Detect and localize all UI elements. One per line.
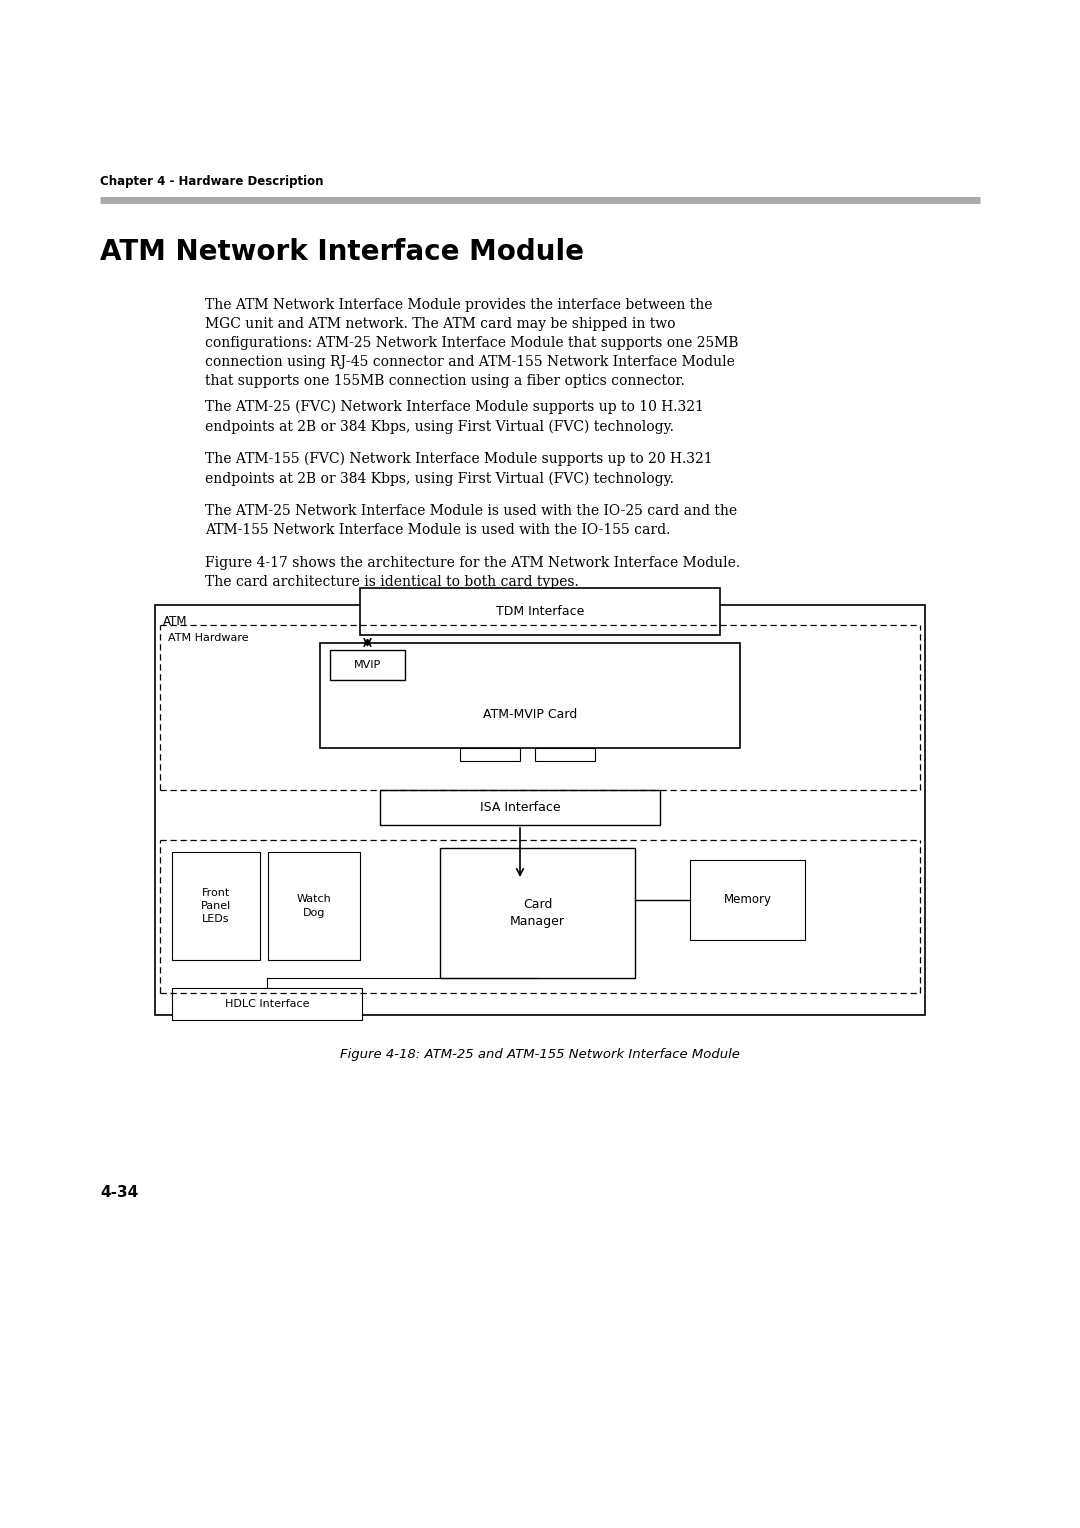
- Text: Chapter 4 - Hardware Description: Chapter 4 - Hardware Description: [100, 176, 324, 188]
- Text: The ATM-155 (FVC) Network Interface Module supports up to 20 H.321
endpoints at : The ATM-155 (FVC) Network Interface Modu…: [205, 452, 713, 486]
- Text: The ATM-25 Network Interface Module is used with the IO-25 card and the
ATM-155 : The ATM-25 Network Interface Module is u…: [205, 504, 738, 536]
- Text: MVIP: MVIP: [354, 660, 381, 669]
- Text: Card
Manager: Card Manager: [510, 898, 565, 927]
- Text: TDM Interface: TDM Interface: [496, 605, 584, 617]
- Bar: [320, 643, 740, 749]
- Text: Figure 4-17 shows the architecture for the ATM Network Interface Module.
The car: Figure 4-17 shows the architecture for t…: [205, 556, 740, 588]
- Text: HDLC Interface: HDLC Interface: [225, 999, 309, 1008]
- Bar: [690, 860, 805, 940]
- Text: Figure 4-18: ATM-25 and ATM-155 Network Interface Module: Figure 4-18: ATM-25 and ATM-155 Network …: [340, 1048, 740, 1060]
- Text: Front
Panel
LEDs: Front Panel LEDs: [201, 888, 231, 924]
- Bar: [380, 790, 660, 825]
- Bar: [535, 749, 595, 761]
- Bar: [440, 848, 635, 978]
- Bar: [172, 989, 362, 1021]
- Text: The ATM Network Interface Module provides the interface between the
MGC unit and: The ATM Network Interface Module provide…: [205, 298, 739, 388]
- Text: Memory: Memory: [724, 894, 771, 906]
- Text: ATM Hardware: ATM Hardware: [168, 633, 248, 643]
- Bar: [360, 588, 720, 636]
- Bar: [268, 853, 360, 960]
- Text: ATM Network Interface Module: ATM Network Interface Module: [100, 238, 584, 266]
- Text: Watch
Dog: Watch Dog: [297, 894, 332, 918]
- Bar: [172, 853, 260, 960]
- Bar: [460, 749, 519, 761]
- Text: 4-34: 4-34: [100, 1186, 138, 1199]
- Text: ISA Interface: ISA Interface: [480, 801, 561, 814]
- Text: The ATM-25 (FVC) Network Interface Module supports up to 10 H.321
endpoints at 2: The ATM-25 (FVC) Network Interface Modul…: [205, 400, 704, 434]
- Bar: [156, 605, 924, 1015]
- Text: ATM-MVIP Card: ATM-MVIP Card: [483, 709, 577, 721]
- Bar: [330, 649, 405, 680]
- Text: ATM: ATM: [163, 614, 188, 628]
